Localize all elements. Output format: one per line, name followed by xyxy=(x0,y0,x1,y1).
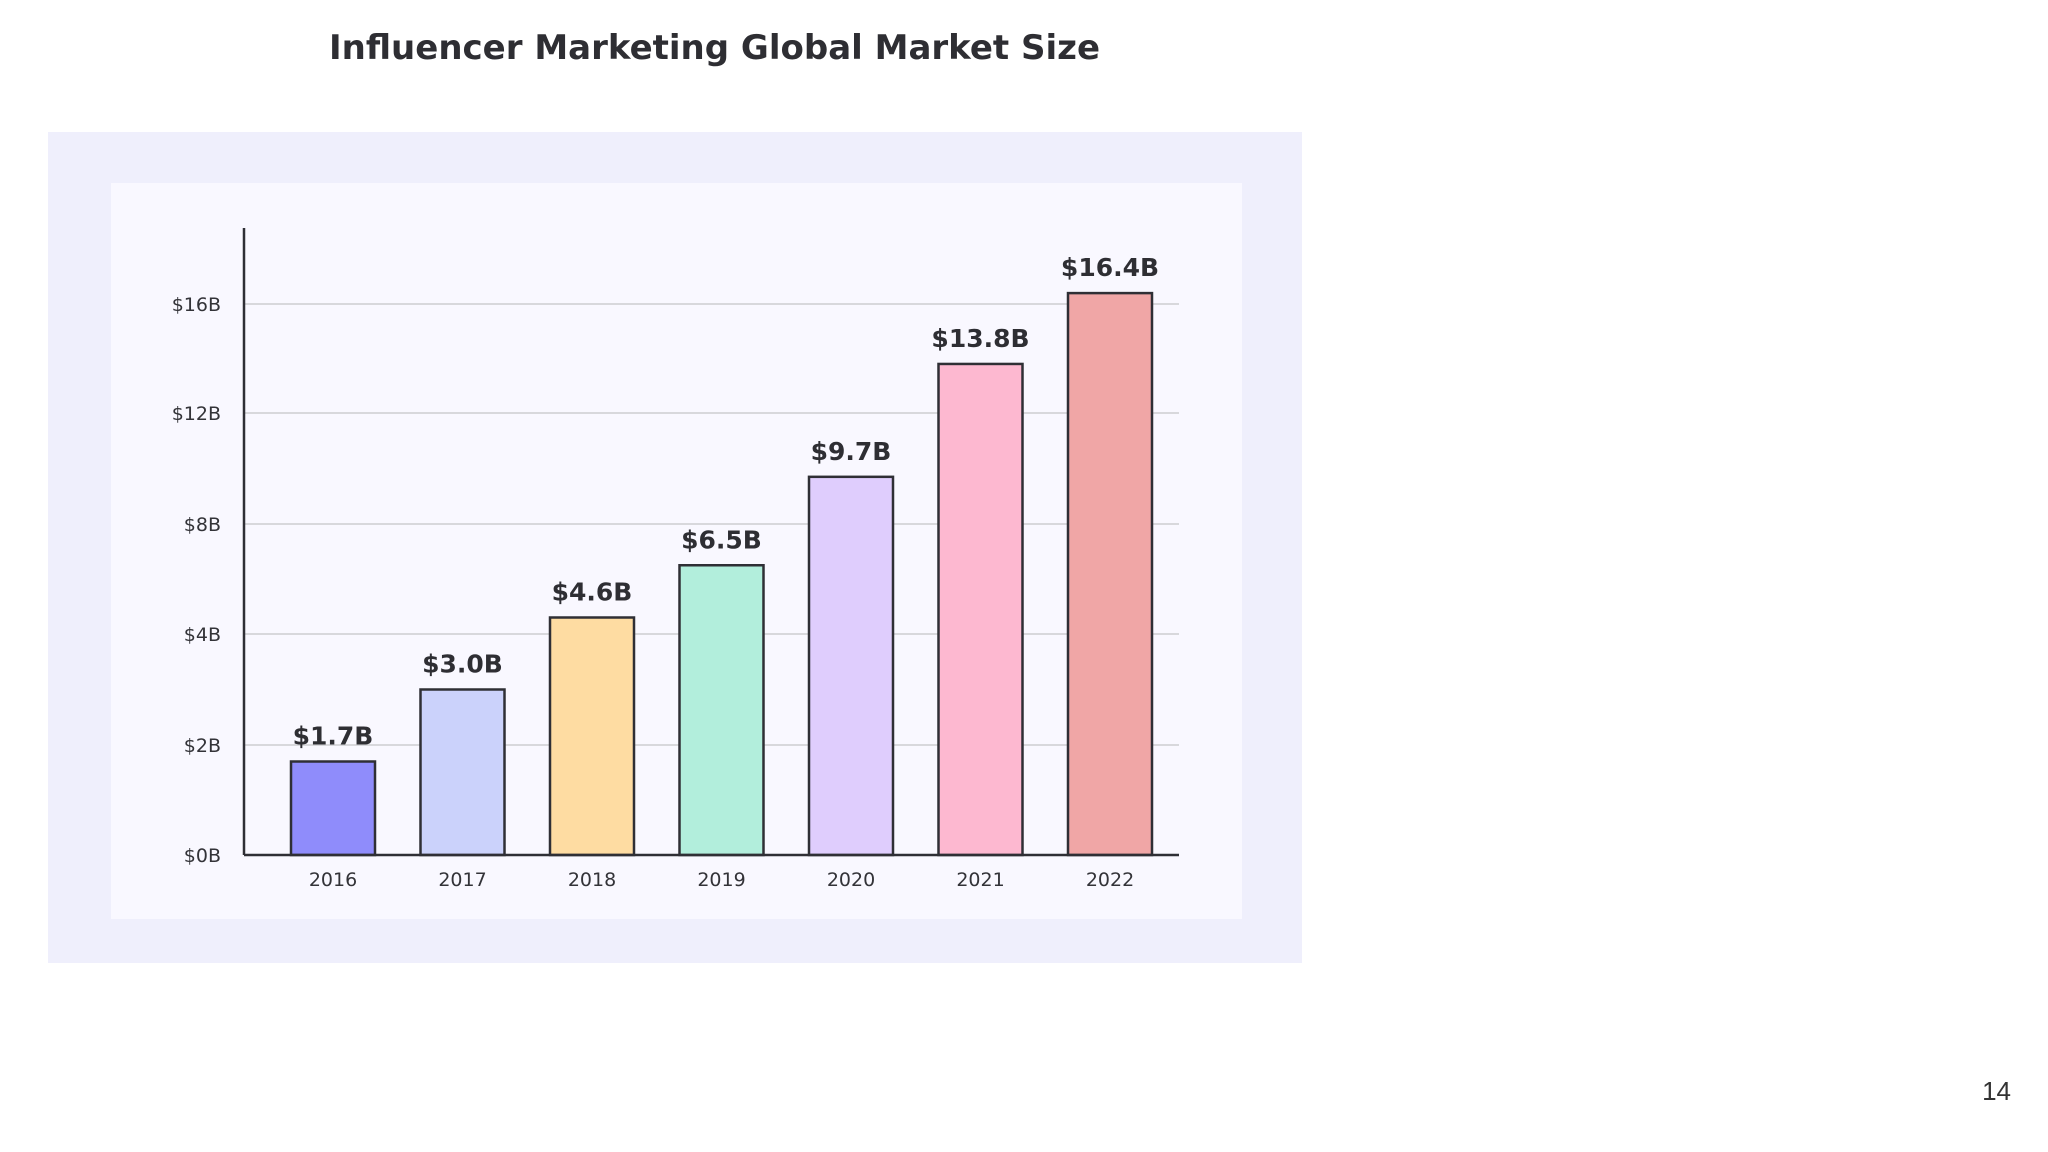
y-tick-label: $16B xyxy=(172,294,221,316)
chart-panel: $0B $2B $4B $8B $12B $16B $1.7B 2016 $3.0B 2017 $4… xyxy=(111,183,1242,919)
bar-2022 xyxy=(1066,291,1154,857)
data-label: $16.4B xyxy=(1061,253,1159,282)
bars xyxy=(289,291,1154,857)
x-tick-label: 2021 xyxy=(956,869,1004,891)
data-label: $9.7B xyxy=(811,437,892,466)
x-tick-label: 2016 xyxy=(309,869,357,891)
bar-2020 xyxy=(807,475,895,857)
slide-title: Influencer Marketing Global Market Size xyxy=(329,28,1101,68)
y-tick-label: $4B xyxy=(184,624,221,646)
data-label: $6.5B xyxy=(681,525,762,554)
labels: $0B $2B $4B $8B $12B $16B $1.7B 2016 $3.0B 2017 $4… xyxy=(172,253,1159,891)
data-label: $3.0B xyxy=(422,650,503,679)
y-tick-label: $8B xyxy=(184,514,221,536)
bar-2019 xyxy=(678,564,765,857)
y-tick-label: $12B xyxy=(172,403,221,425)
axes xyxy=(242,228,1179,857)
x-tick-label: 2019 xyxy=(697,869,745,891)
data-label: $13.8B xyxy=(931,324,1029,353)
chart-frame: $0B $2B $4B $8B $12B $16B $1.7B 2016 $3.0B 2017 $4… xyxy=(48,132,1302,963)
y-tick-label: $0B xyxy=(184,845,221,867)
x-tick-label: 2017 xyxy=(438,869,486,891)
page-number: 14 xyxy=(1982,1076,2011,1106)
bar-chart: $0B $2B $4B $8B $12B $16B $1.7B 2016 $3.0B 2017 $4… xyxy=(172,228,1179,891)
bar-2018 xyxy=(548,616,636,857)
bar-2017 xyxy=(419,688,506,857)
y-tick-label: $2B xyxy=(184,735,221,757)
bar-2016 xyxy=(289,760,377,857)
data-label: $1.7B xyxy=(293,722,374,751)
data-label: $4.6B xyxy=(552,578,633,607)
x-tick-label: 2020 xyxy=(827,869,875,891)
x-tick-label: 2018 xyxy=(568,869,616,891)
x-tick-label: 2022 xyxy=(1086,869,1134,891)
bar-2021 xyxy=(937,362,1024,857)
